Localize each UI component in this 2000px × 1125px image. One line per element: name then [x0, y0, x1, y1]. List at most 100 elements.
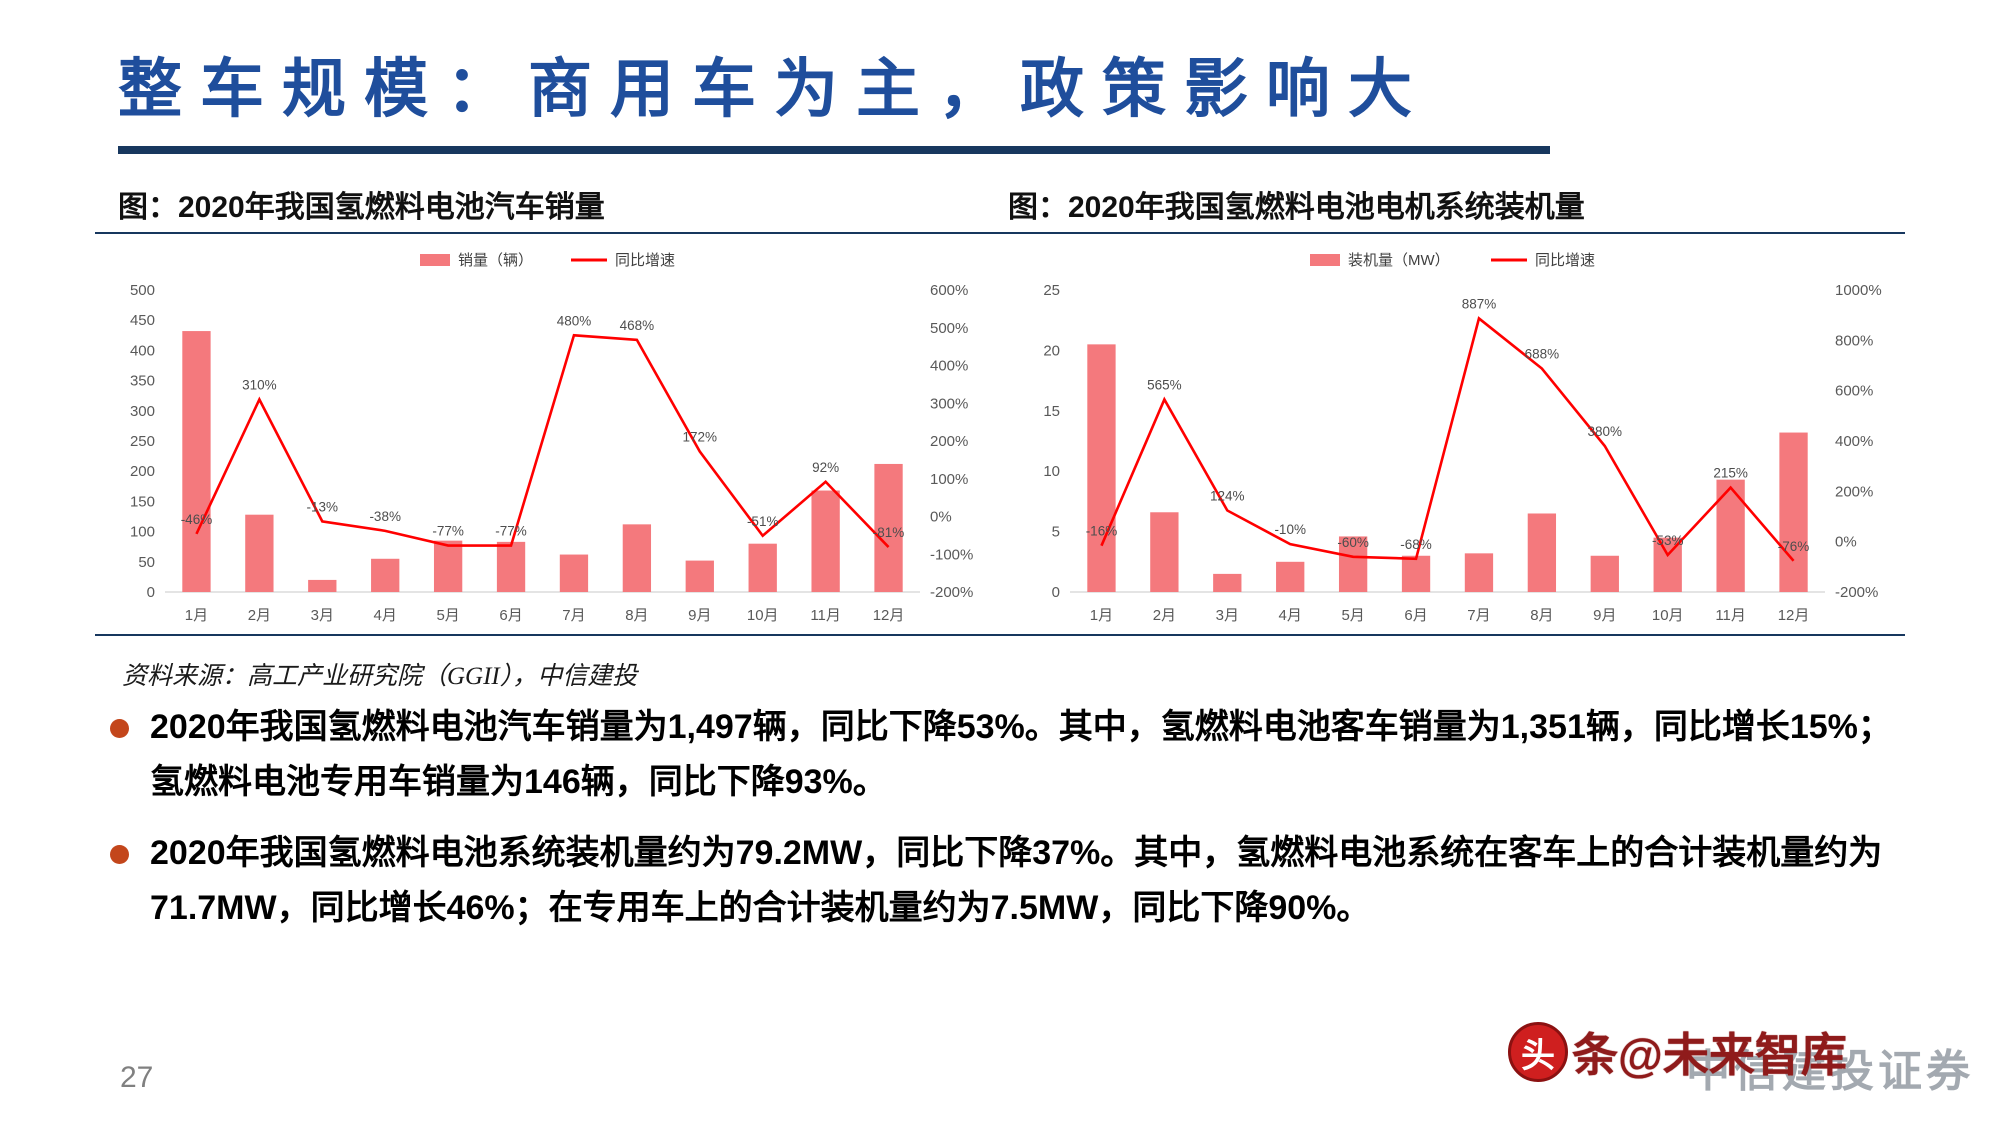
- chart-caption-left: 图：2020年我国氢燃料电池汽车销量: [118, 191, 605, 224]
- bar-1月: [182, 331, 211, 592]
- bar-9月: [685, 560, 714, 592]
- left-axis-tick: 0: [1052, 584, 1060, 601]
- x-axis-label: 2月: [248, 607, 271, 624]
- left-axis-tick: 500: [130, 282, 155, 299]
- x-axis-label: 3月: [1216, 607, 1239, 624]
- x-axis-label: 12月: [873, 607, 905, 624]
- x-axis-label: 9月: [1593, 607, 1616, 624]
- point-label: -46%: [181, 512, 213, 527]
- fc-system-installation-chart: 0 5 10 15 20 25 -200% 0% 200% 400% 600% 800% 1000% -1…: [1000, 240, 1905, 632]
- point-label: -13%: [307, 499, 339, 514]
- x-axis-label: 8月: [625, 607, 648, 624]
- left-axis-tick: 20: [1043, 342, 1060, 359]
- bar-8月: [622, 524, 652, 592]
- bullet-dot: [110, 845, 129, 865]
- right-axis-tick: 100%: [930, 471, 968, 488]
- left-axis-tick: 25: [1043, 282, 1060, 299]
- x-axis-label: 8月: [1530, 607, 1553, 624]
- point-label: 124%: [1210, 488, 1245, 503]
- left-axis-tick: 50: [138, 554, 155, 571]
- x-axis-label: 10月: [1652, 607, 1684, 624]
- point-label: 380%: [1588, 424, 1623, 439]
- point-label: -68%: [1400, 537, 1432, 552]
- point-label: 172%: [683, 430, 718, 445]
- bullet-text: 2020年我国氢燃料电池汽车销量为1,497辆，同比下降53%。其中，氢燃料电池…: [150, 708, 1892, 802]
- left-axis-tick: 400: [130, 342, 155, 359]
- right-axis-tick: 600%: [930, 282, 968, 299]
- bar-3月: [308, 579, 337, 592]
- bar-12月: [1779, 432, 1808, 592]
- bar-8月: [1527, 513, 1557, 592]
- legend-bar-swatch: [1310, 254, 1340, 266]
- right-axis-tick: 400%: [1835, 433, 1873, 450]
- left-axis-tick: 150: [130, 493, 155, 510]
- left-axis-tick: 15: [1043, 403, 1060, 420]
- left-axis-tick: 450: [130, 312, 155, 329]
- chart-caption-right: 图：2020年我国氢燃料电池电机系统装机量: [1008, 191, 1585, 224]
- page-title: 整车规模：商用车为主，政策影响大: [118, 53, 1430, 127]
- point-label: 565%: [1147, 377, 1182, 392]
- x-axis-label: 1月: [185, 607, 208, 624]
- right-axis-tick: 200%: [1835, 483, 1873, 500]
- bar-2月: [1150, 512, 1179, 592]
- point-label: 92%: [812, 460, 839, 475]
- right-axis-tick: 400%: [930, 358, 968, 375]
- key-points-list: 2020年我国氢燃料电池汽车销量为1,497辆，同比下降53%。其中，氢燃料电池…: [110, 700, 1910, 952]
- bar-6月: [496, 541, 526, 592]
- bar-1月: [1087, 344, 1116, 592]
- page-number: 27: [120, 1061, 154, 1094]
- bullet-item-sales: 2020年我国氢燃料电池汽车销量为1,497辆，同比下降53%。其中，氢燃料电池…: [110, 700, 1910, 810]
- left-axis-tick: 350: [130, 373, 155, 390]
- bar-4月: [1276, 561, 1305, 592]
- point-label: 480%: [557, 313, 592, 328]
- data-source: 资料来源：高工产业研究院（GGII），中信建投: [122, 663, 638, 690]
- left-axis-tick: 100: [130, 524, 155, 541]
- right-axis-tick: 1000%: [1835, 282, 1882, 299]
- chart-captions-row: 图：2020年我国氢燃料电池汽车销量 图：2020年我国氢燃料电池电机系统装机量: [118, 182, 1898, 226]
- watermark: 中信建投证券 头 条@未来智库: [1508, 1007, 1978, 1107]
- point-label: 310%: [242, 377, 277, 392]
- growth-line: [195, 333, 890, 548]
- x-axis-label: 4月: [1279, 607, 1302, 624]
- point-label: -10%: [1274, 522, 1306, 537]
- right-axis-tick: -200%: [1835, 584, 1878, 601]
- bar-10月: [748, 543, 777, 592]
- right-axis-tick: 0%: [930, 509, 952, 526]
- bar-11月: [811, 490, 840, 592]
- point-label: -16%: [1086, 524, 1118, 539]
- title-underline: [118, 146, 1550, 154]
- point-label: 887%: [1462, 296, 1497, 311]
- x-axis-label: 6月: [1404, 607, 1427, 624]
- left-axis-tick: 5: [1052, 524, 1060, 541]
- x-axis-label: 7月: [1467, 607, 1490, 624]
- point-label: -38%: [369, 509, 401, 524]
- left-axis-tick: 250: [130, 433, 155, 450]
- bullet-text: 2020年我国氢燃料电池系统装机量约为79.2MW，同比下降37%。其中，氢燃料…: [150, 834, 1883, 928]
- bar-9月: [1590, 555, 1619, 592]
- bar-5月: [1338, 536, 1368, 592]
- watermark-front: 头 条@未来智库: [1508, 1019, 1847, 1085]
- point-label: -76%: [1778, 539, 1810, 554]
- bar-3月: [1213, 573, 1242, 592]
- left-axis-tick: 300: [130, 403, 155, 420]
- bar-12月: [874, 463, 903, 592]
- x-axis-label: 1月: [1090, 607, 1113, 624]
- point-label: -77%: [495, 524, 527, 539]
- bar-7月: [1464, 553, 1494, 592]
- point-label: -77%: [432, 524, 464, 539]
- watermark-back-text: 中信建投证券: [1686, 1047, 1974, 1096]
- point-label: -60%: [1337, 535, 1369, 550]
- chart-svg: 0 50 100 150 200 250 300 350 400 450 500 -200% -100%…: [130, 252, 973, 624]
- bar-7月: [559, 554, 589, 592]
- bar-6月: [1401, 555, 1431, 592]
- x-axis-label: 5月: [1341, 607, 1364, 624]
- x-axis-label: 10月: [747, 607, 779, 624]
- left-axis-tick: 0: [147, 584, 155, 601]
- left-axis-tick: 200: [130, 463, 155, 480]
- bullet-item-installation: 2020年我国氢燃料电池系统装机量约为79.2MW，同比下降37%。其中，氢燃料…: [110, 826, 1910, 936]
- bullet-dot: [110, 719, 129, 738]
- legend-bar-label: 销量（辆）: [458, 252, 533, 269]
- x-axis-label: 11月: [1715, 607, 1746, 624]
- growth-line: [1100, 316, 1795, 562]
